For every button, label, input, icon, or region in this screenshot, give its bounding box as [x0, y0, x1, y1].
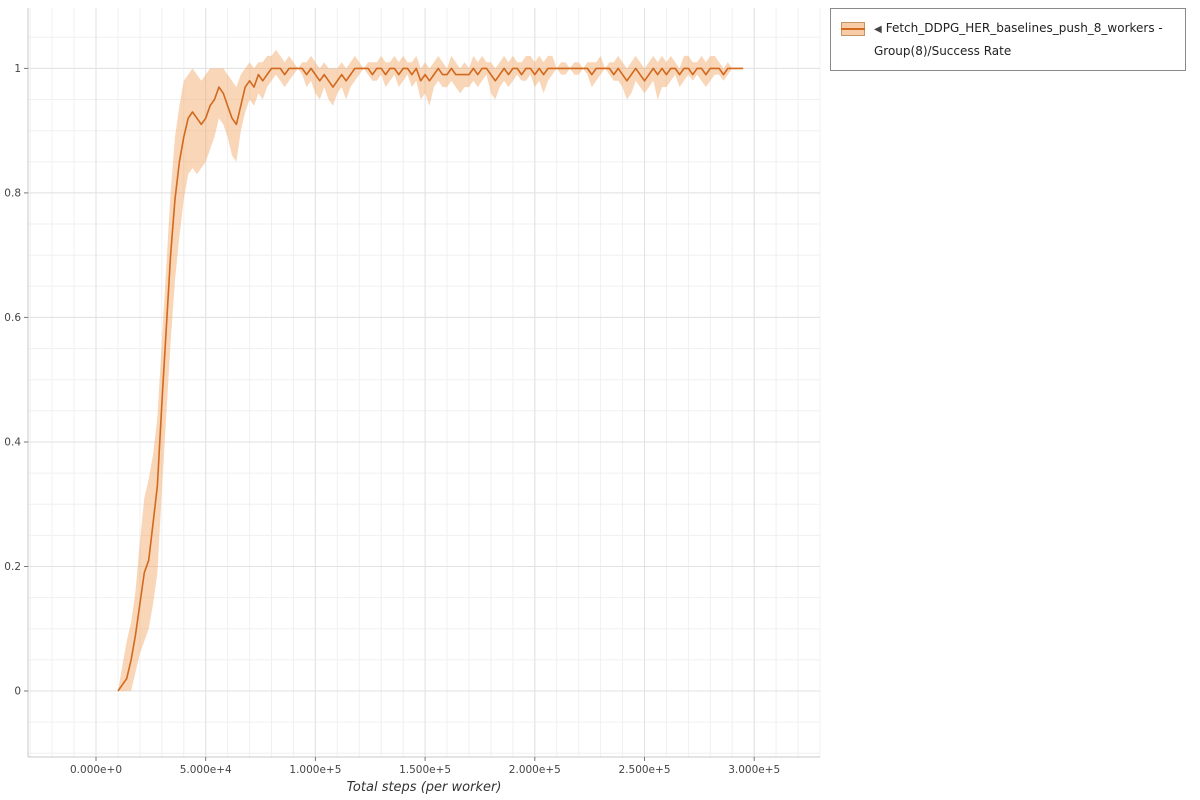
legend-swatch: [841, 22, 865, 36]
legend-collapse-icon[interactable]: ◀: [874, 24, 882, 35]
svg-text:0: 0: [14, 686, 21, 698]
series-confidence-band: [118, 49, 744, 691]
svg-text:1.000e+5: 1.000e+5: [289, 764, 341, 776]
svg-text:0.6: 0.6: [4, 312, 21, 324]
svg-text:1.500e+5: 1.500e+5: [399, 764, 451, 776]
svg-text:5.000e+4: 5.000e+4: [180, 764, 232, 776]
svg-text:0.000e+0: 0.000e+0: [70, 764, 122, 776]
series-line: [117, 67, 744, 692]
grid-major: [28, 8, 820, 757]
legend-item[interactable]: ◀ Fetch_DDPG_HER_baselines_push_8_workers…: [874, 17, 1175, 62]
legend-swatch-line-icon: [841, 28, 865, 30]
legend[interactable]: ◀ Fetch_DDPG_HER_baselines_push_8_workers…: [830, 8, 1186, 71]
svg-text:0.4: 0.4: [4, 437, 21, 449]
svg-text:2.000e+5: 2.000e+5: [509, 764, 561, 776]
svg-text:0.8: 0.8: [4, 187, 21, 199]
grid-minor: [28, 8, 821, 757]
x-axis-label: Total steps (per worker): [346, 780, 502, 795]
axis-spines: [27, 8, 820, 758]
svg-text:0.2: 0.2: [4, 561, 21, 573]
legend-label: Fetch_DDPG_HER_baselines_push_8_workers …: [874, 21, 1163, 58]
svg-text:1: 1: [14, 63, 21, 75]
axis-tick-labels: 0.000e+0 5.000e+4 1.000e+5 1.500e+5 2.000e+5…: [4, 63, 780, 776]
svg-text:3.000e+5: 3.000e+5: [728, 764, 780, 776]
svg-text:2.500e+5: 2.500e+5: [619, 764, 671, 776]
axis-tick-marks: [24, 67, 755, 761]
